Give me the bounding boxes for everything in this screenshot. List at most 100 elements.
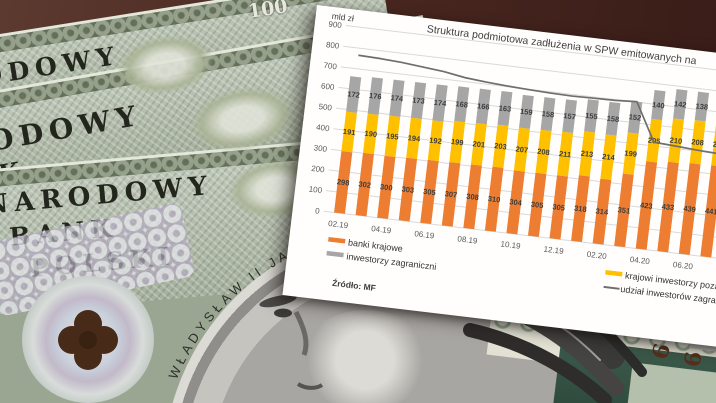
value-label: 191 (342, 127, 355, 137)
value-label: 173 (412, 95, 425, 105)
value-label: 207 (515, 144, 528, 154)
legend-swatch-2 (605, 270, 623, 277)
value-label: 298 (336, 177, 349, 187)
bar-krajowi-pozabankowi-04.19 (384, 115, 401, 157)
value-label: 441 (704, 206, 716, 216)
bar-banki-krajowe-05.19 (398, 157, 418, 222)
value-label: 351 (617, 205, 630, 215)
legend-line-swatch (603, 285, 620, 290)
bar-inwestorzy-zagraniczni-05.19 (410, 81, 427, 119)
bar-banki-krajowe-02.20 (592, 178, 612, 245)
bar-banki-krajowe-07.20 (700, 165, 716, 258)
bar-krajowi-pozabankowi-01.20 (578, 131, 596, 177)
legend-swatch-1 (326, 250, 344, 258)
x-axis-tick-label: 02.19 (328, 219, 349, 230)
value-label: 206 (712, 139, 716, 149)
value-label: 140 (652, 100, 665, 110)
value-label: 300 (380, 182, 393, 192)
bar-krajowi-pozabankowi-03.20 (622, 132, 639, 175)
value-label: 195 (386, 131, 399, 141)
y-axis-tick-label: 500 (318, 102, 333, 113)
value-label: 138 (695, 101, 708, 111)
value-label: 303 (401, 184, 414, 194)
value-label: 305 (423, 187, 436, 197)
x-axis-tick-label: 04.19 (371, 224, 392, 235)
x-axis-tick-label: 04.20 (629, 255, 650, 266)
x-axis-tick-label: 10.19 (500, 239, 521, 250)
bar-banki-krajowe-12.19 (549, 175, 568, 240)
bar-banki-krajowe-03.20 (614, 173, 634, 248)
gridline (343, 45, 716, 107)
value-label: 211 (559, 149, 572, 159)
value-label: 158 (606, 114, 619, 124)
bar-krajowi-pozabankowi-05.19 (406, 117, 422, 159)
x-axis-tick-label: 02.20 (586, 250, 607, 261)
bar-inwestorzy-zagraniczni-09.19 (497, 90, 513, 126)
value-label: 208 (537, 147, 550, 157)
value-label: 304 (509, 197, 523, 208)
value-label: 176 (369, 91, 382, 101)
y-axis-tick-label: 800 (325, 40, 340, 51)
value-label: 201 (472, 139, 485, 149)
gridline (345, 25, 716, 87)
bar-inwestorzy-zagraniczni-04.19 (389, 79, 405, 117)
bar-inwestorzy-zagraniczni-11.19 (540, 97, 556, 132)
value-label: 158 (541, 109, 554, 119)
bar-inwestorzy-zagraniczni-03.20 (627, 101, 643, 134)
value-label: 174 (390, 93, 404, 104)
y-axis-unit-label: mld zł (331, 11, 354, 24)
legend-label-1: inwestorzy zagraniczni (346, 251, 437, 272)
bar-krajowi-pozabankowi-12.19 (557, 131, 574, 177)
value-label: 159 (520, 107, 533, 117)
bar-banki-krajowe-04.19 (377, 155, 396, 219)
value-label: 308 (466, 192, 479, 202)
value-label: 307 (444, 189, 457, 199)
value-label: 318 (574, 204, 587, 214)
y-axis-tick-label: 300 (313, 143, 328, 154)
value-label: 166 (477, 101, 490, 111)
bar-krajowi-pozabankowi-10.19 (513, 127, 530, 172)
x-axis-tick-label: 06.20 (672, 260, 693, 271)
y-axis-tick-label: 200 (311, 164, 326, 175)
value-label: 305 (530, 200, 543, 210)
value-label: 214 (602, 152, 616, 163)
value-label: 199 (624, 148, 637, 158)
bar-inwestorzy-zagraniczni-05.20 (673, 89, 688, 120)
value-label: 152 (628, 112, 641, 122)
bar-inwestorzy-zagraniczni-04.20 (651, 89, 666, 121)
value-label: 142 (674, 99, 687, 109)
bar-krajowi-pozabankowi-07.19 (449, 120, 466, 164)
bar-krajowi-pozabankowi-06.19 (427, 120, 444, 162)
bar-banki-krajowe-03.19 (355, 152, 374, 217)
bar-krajowi-pozabankowi-02.19 (341, 111, 358, 153)
bar-banki-krajowe-06.20 (678, 163, 701, 255)
bar-krajowi-pozabankowi-11.19 (535, 129, 552, 174)
source-label: Źródło: MF (332, 278, 377, 293)
gridline (340, 66, 716, 128)
bar-banki-krajowe-05.20 (657, 161, 679, 253)
value-label: 310 (487, 194, 500, 204)
value-label: 174 (433, 98, 447, 109)
bar-banki-krajowe-09.19 (484, 166, 504, 232)
bar-banki-krajowe-11.19 (527, 172, 547, 237)
value-label: 439 (683, 204, 696, 214)
value-label: 208 (691, 137, 704, 147)
x-axis-tick-label: 08.19 (457, 234, 478, 245)
bar-banki-krajowe-06.19 (420, 159, 439, 225)
value-label: 302 (358, 179, 371, 189)
bar-krajowi-pozabankowi-05.20 (667, 118, 685, 163)
value-label: 163 (498, 103, 511, 113)
bar-krajowi-pozabankowi-09.19 (492, 124, 509, 168)
bar-banki-krajowe-04.20 (635, 161, 658, 250)
y-axis-tick-label: 700 (323, 61, 338, 72)
value-label: 213 (580, 149, 593, 159)
bar-krajowi-pozabankowi-02.20 (600, 134, 617, 180)
bar-krajowi-pozabankowi-07.20 (711, 122, 716, 167)
bar-inwestorzy-zagraniczni-02.20 (605, 101, 621, 136)
x-axis-tick-label: 06.19 (414, 229, 435, 240)
value-label: 172 (347, 89, 360, 99)
value-label: 194 (407, 133, 421, 144)
bar-inwestorzy-zagraniczni-08.19 (475, 88, 491, 125)
value-label: 210 (669, 136, 682, 146)
